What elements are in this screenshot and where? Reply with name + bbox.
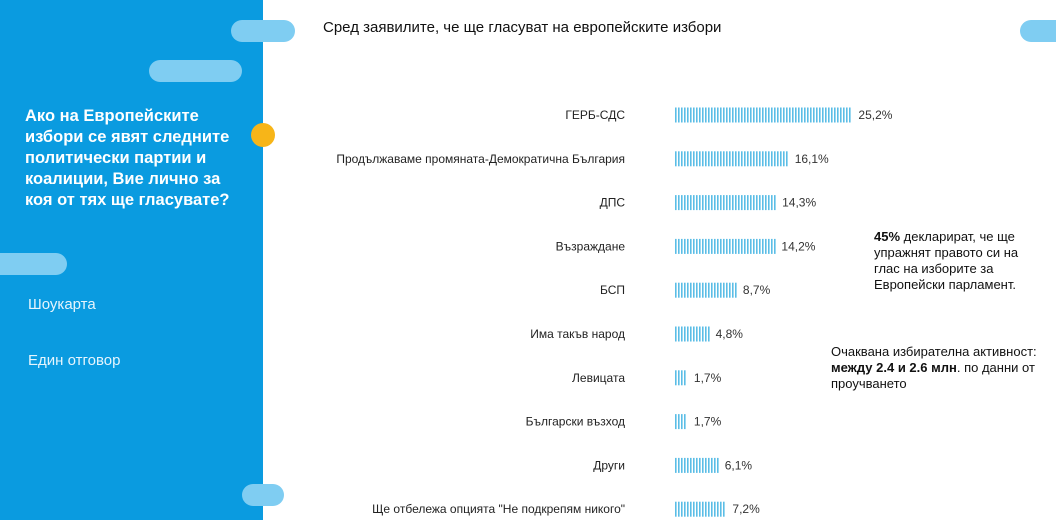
bar — [675, 370, 686, 386]
value-label: 14,2% — [781, 239, 815, 253]
value-label: 1,7% — [694, 415, 722, 429]
category-label: ДПС — [600, 196, 626, 210]
decor-pill — [231, 20, 295, 42]
chart-title: Сред заявилите, че ще гласуват на европе… — [323, 19, 722, 36]
bar — [675, 151, 788, 167]
sidebar: Ако на Европейските избори се явят следн… — [0, 0, 295, 520]
turnout-text-2: . по данни от проучването — [831, 360, 1035, 391]
bar — [675, 414, 686, 430]
declaration-percent: 45% — [874, 229, 901, 244]
decor-pill — [242, 484, 284, 506]
question-text: Ако на Европейските избори се явят следн… — [25, 107, 230, 209]
value-label: 7,2% — [732, 502, 760, 516]
single-answer-link[interactable]: Един отговор — [28, 352, 121, 369]
value-label: 6,1% — [725, 458, 753, 472]
bar — [675, 501, 725, 517]
category-label: Ще отбележа опцията "Не подкрепям никого… — [372, 502, 625, 516]
bar — [675, 326, 710, 342]
value-label: 14,3% — [782, 196, 816, 210]
category-label: Възраждане — [556, 239, 626, 253]
category-label: Други — [593, 458, 625, 472]
decor-pill — [0, 253, 67, 275]
value-label: 16,1% — [795, 152, 829, 166]
value-label: 4,8% — [716, 327, 744, 341]
category-label: БСП — [600, 283, 625, 297]
category-label: Има такъв народ — [530, 327, 625, 341]
turnout-range: между 2.4 и 2.6 млн — [831, 360, 957, 375]
value-label: 25,2% — [858, 108, 892, 122]
bar — [675, 282, 737, 298]
value-label: 8,7% — [743, 283, 771, 297]
category-label: Български възход — [526, 415, 625, 429]
category-label: ГЕРБ-СДС — [565, 108, 625, 122]
bar — [675, 457, 719, 473]
decor-pill — [149, 60, 242, 82]
turnout-text-1: Очаквана избирателна активност: — [831, 344, 1037, 359]
bar — [675, 107, 851, 123]
decor-pill — [1020, 20, 1056, 42]
showcard-link[interactable]: Шоукарта — [28, 296, 96, 313]
bar — [675, 195, 776, 211]
bar — [675, 238, 776, 254]
declaration-text: декларират, че ще упражнят правото си на… — [874, 229, 1019, 292]
expected-turnout-note: Очаквана избирателна активност: между 2.… — [831, 344, 1046, 392]
accent-dot — [251, 123, 275, 147]
category-label: Продължаваме промяната-Демократична Бълг… — [336, 152, 625, 166]
value-label: 1,7% — [694, 371, 722, 385]
category-label: Левицата — [572, 371, 625, 385]
turnout-declaration-note: 45% декларират, че ще упражнят правото с… — [874, 229, 1044, 293]
